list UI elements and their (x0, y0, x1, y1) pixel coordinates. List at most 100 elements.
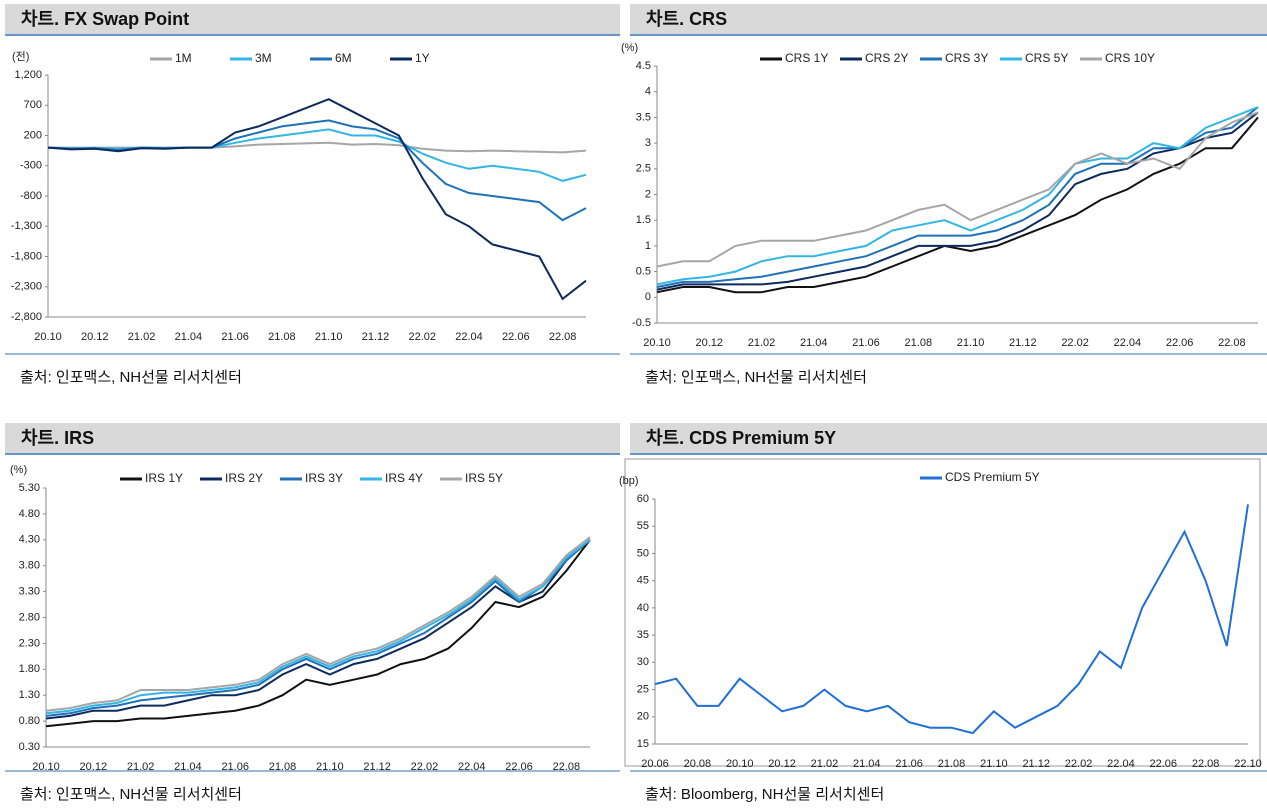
x-tick-label: 21.12 (1022, 758, 1050, 770)
x-tick-label: 22.06 (505, 761, 533, 773)
y-tick-label: 1 (645, 240, 651, 252)
x-tick-label: 22.02 (408, 331, 436, 343)
source-note: 출처: Bloomberg, NH선물 리서치센터 (645, 786, 884, 803)
series-line (45, 539, 591, 728)
y-tick-label: 0.80 (19, 715, 40, 727)
source-note: 출처: 인포맥스, NH선물 리서치센터 (20, 786, 242, 803)
y-tick-label: -2,800 (11, 311, 42, 323)
legend-label: IRS 1Y (145, 471, 183, 485)
y-unit-label: (%) (621, 42, 638, 54)
x-tick-label: 21.10 (957, 337, 985, 349)
legend-label: IRS 2Y (225, 471, 263, 485)
legend-label: CRS 2Y (865, 51, 908, 65)
legend-label: CRS 5Y (1025, 51, 1068, 65)
x-tick-label: 21.10 (315, 331, 343, 343)
x-tick-label: 20.10 (726, 758, 754, 770)
series-line (45, 536, 591, 712)
x-tick-label: 22.10 (1234, 758, 1262, 770)
title-bar (5, 4, 620, 34)
x-tick-label: 22.02 (1065, 758, 1093, 770)
x-tick-label: 22.08 (1218, 337, 1246, 349)
y-tick-label: 2.80 (19, 611, 40, 623)
x-tick-label: 20.12 (80, 761, 108, 773)
x-tick-label: 21.06 (852, 337, 880, 349)
title-bar (5, 423, 620, 453)
x-tick-label: 21.06 (221, 331, 249, 343)
y-tick-label: 3.30 (19, 586, 40, 598)
y-tick-label: 4.5 (636, 60, 651, 72)
y-tick-label: 3.5 (636, 111, 651, 123)
y-tick-label: 700 (24, 99, 42, 111)
title-bar (630, 423, 1267, 453)
x-tick-label: 22.04 (1114, 337, 1142, 349)
y-tick-label: 200 (24, 129, 42, 141)
x-tick-label: 22.04 (458, 761, 486, 773)
legend-label: IRS 4Y (385, 471, 423, 485)
legend-label: 6M (335, 51, 352, 65)
y-tick-label: 1.5 (636, 214, 651, 226)
legend-label: CDS Premium 5Y (945, 470, 1040, 484)
y-unit-label: (전) (12, 50, 29, 63)
source-note: 출처: 인포맥스, NH선물 리서치센터 (645, 369, 867, 386)
x-tick-label: 21.08 (938, 758, 966, 770)
legend-label: CRS 3Y (945, 51, 988, 65)
y-tick-label: -2,300 (11, 281, 42, 293)
chart-title: 차트. IRS (21, 428, 94, 448)
y-tick-label: 3 (645, 137, 651, 149)
x-tick-label: 20.06 (641, 758, 669, 770)
y-tick-label: -0.5 (632, 317, 651, 329)
x-tick-label: 20.08 (684, 758, 712, 770)
x-tick-label: 22.08 (549, 331, 577, 343)
x-tick-label: 21.04 (175, 331, 203, 343)
y-tick-label: 60 (637, 493, 649, 505)
y-tick-label: -1,300 (11, 220, 42, 232)
legend-label: 1M (175, 51, 192, 65)
series-line (656, 106, 1259, 288)
y-tick-label: 0 (645, 291, 651, 303)
y-tick-label: 20 (637, 711, 649, 723)
x-tick-label: 21.06 (895, 758, 923, 770)
x-tick-label: 21.02 (811, 758, 839, 770)
x-tick-label: 20.12 (695, 337, 723, 349)
x-tick-label: 21.08 (905, 337, 933, 349)
y-tick-label: 4.30 (19, 534, 40, 546)
legend-label: 3M (255, 51, 272, 65)
y-tick-label: 45 (637, 575, 649, 587)
x-tick-label: 22.06 (1166, 337, 1194, 349)
x-tick-label: 22.08 (1192, 758, 1220, 770)
series-line (47, 98, 587, 301)
x-tick-label: 22.04 (1107, 758, 1135, 770)
y-tick-label: -800 (20, 190, 42, 202)
y-tick-label: 15 (637, 738, 649, 750)
y-tick-label: 30 (637, 656, 649, 668)
series-line (656, 116, 1259, 294)
x-tick-label: 20.10 (34, 331, 62, 343)
series-line (656, 111, 1259, 268)
x-tick-label: 20.10 (32, 761, 60, 773)
x-tick-label: 22.02 (1061, 337, 1089, 349)
x-tick-label: 22.06 (1150, 758, 1178, 770)
legend-label: CRS 10Y (1105, 51, 1155, 65)
series-line (656, 111, 1259, 291)
y-tick-label: -1,800 (11, 250, 42, 262)
y-tick-label: 1.80 (19, 663, 40, 675)
plot-frame (624, 458, 1261, 767)
y-tick-label: 40 (637, 602, 649, 614)
y-tick-label: 35 (637, 629, 649, 641)
source-note: 출처: 인포맥스, NH선물 리서치센터 (20, 369, 242, 386)
x-tick-label: 21.02 (127, 761, 155, 773)
series-line (45, 539, 591, 715)
x-tick-label: 22.06 (502, 331, 530, 343)
x-tick-label: 20.10 (643, 337, 671, 349)
y-tick-label: 1,200 (14, 69, 42, 81)
x-tick-label: 21.12 (363, 761, 391, 773)
series-line (45, 539, 591, 720)
series-line (45, 539, 591, 717)
y-tick-label: 2 (645, 188, 651, 200)
y-tick-label: 4 (645, 86, 651, 98)
series-line (654, 504, 1249, 735)
y-tick-label: 3.80 (19, 560, 40, 572)
x-tick-label: 20.12 (81, 331, 109, 343)
y-tick-label: 2.30 (19, 637, 40, 649)
legend-label: IRS 3Y (305, 471, 343, 485)
